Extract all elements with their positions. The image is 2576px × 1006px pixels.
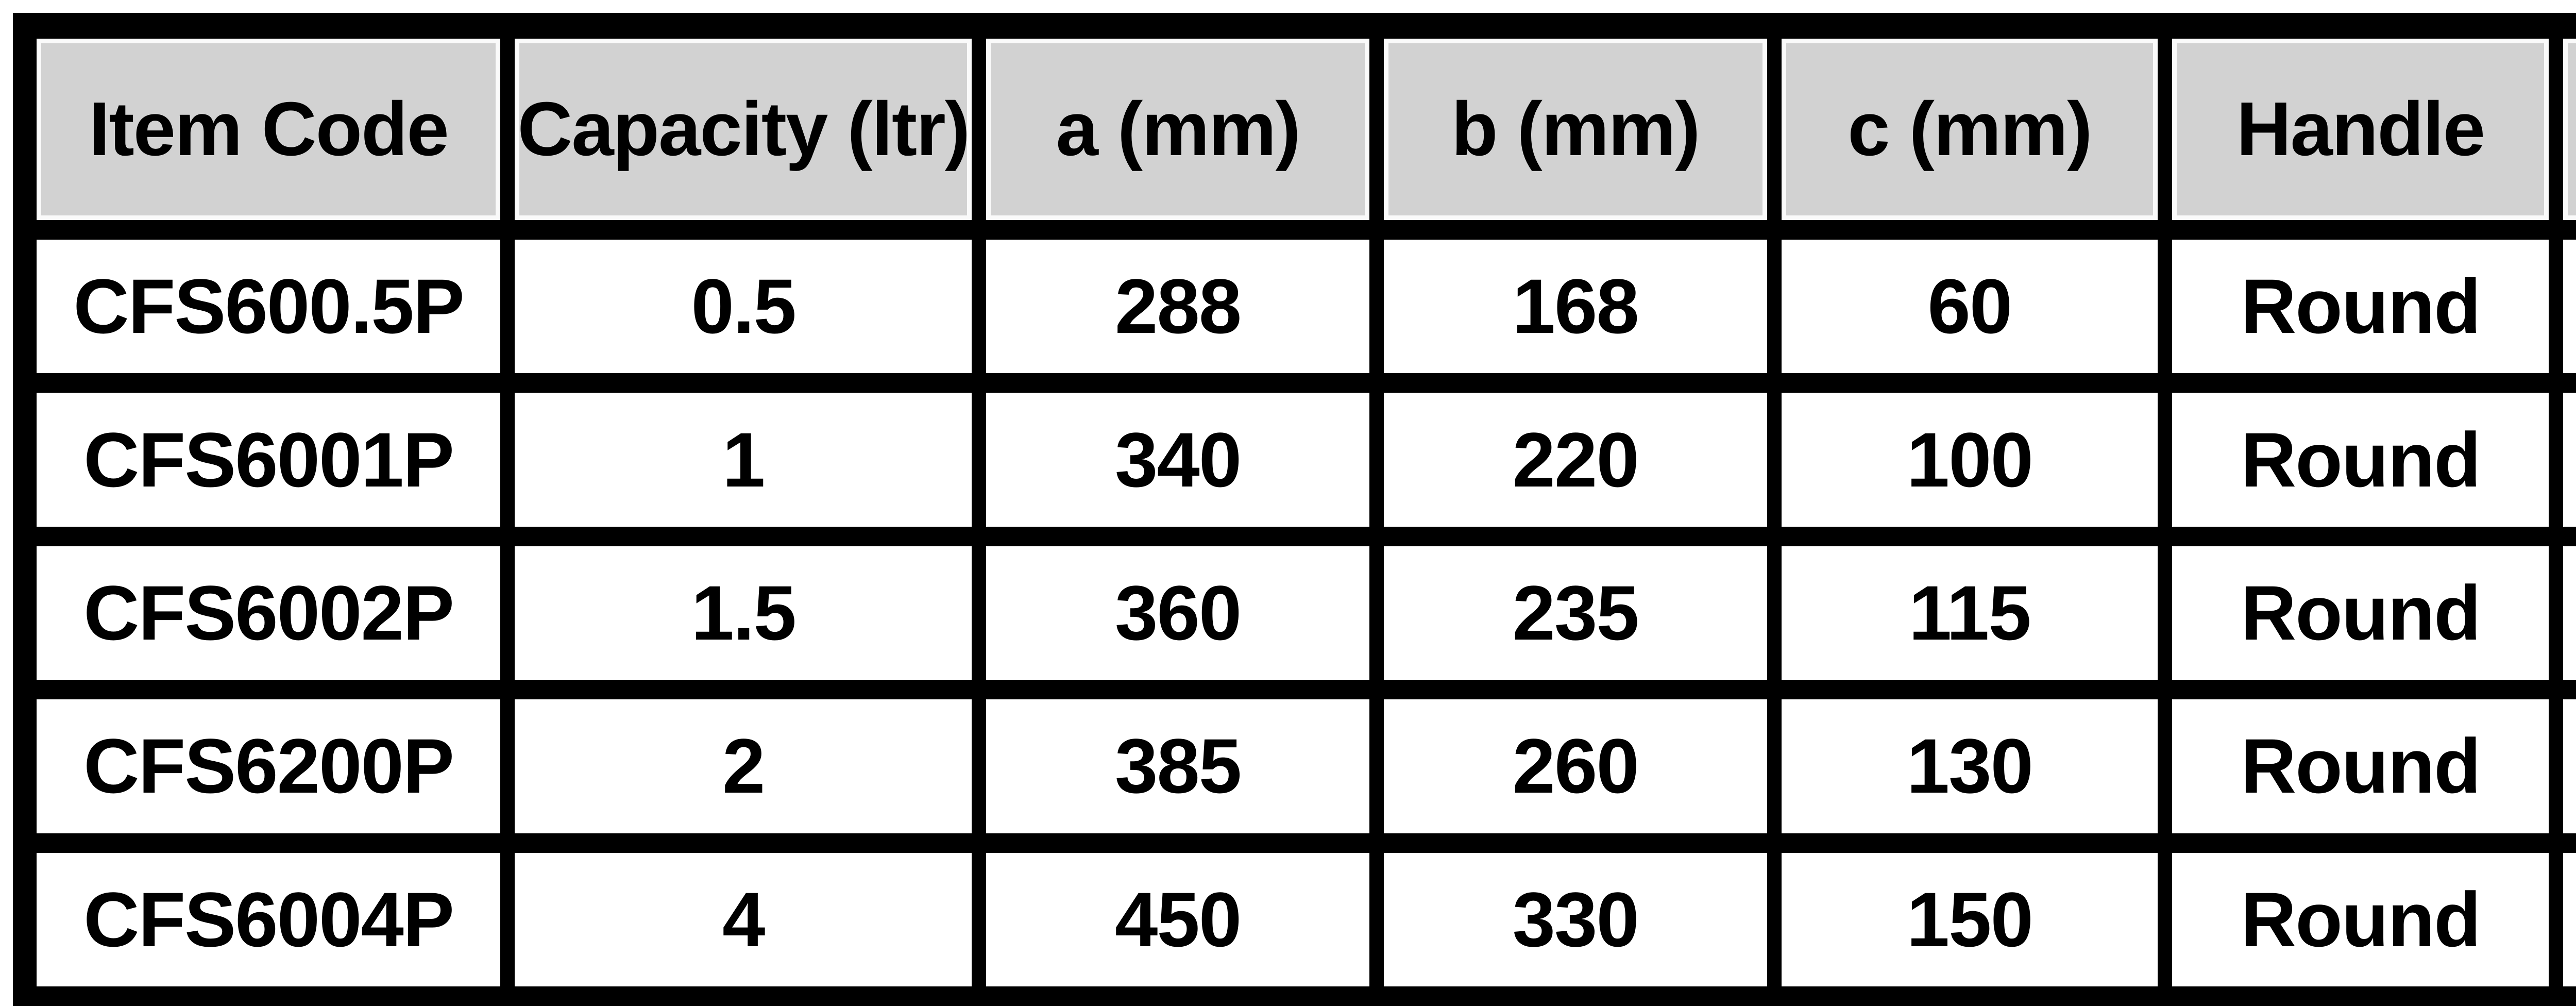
table-row: CFS6002P 1.5 360 235 115 Round 585 1 — [37, 546, 2576, 680]
cell-c-mm: 130 — [1781, 699, 2158, 833]
column-header-capacity: Capacity (ltr) — [515, 39, 972, 220]
column-header-a-mm: a (mm) — [986, 39, 1369, 220]
cell-item-code: CFS6004P — [37, 852, 501, 986]
cell-capacity: 4 — [515, 852, 972, 986]
cell-a-mm: 450 — [986, 852, 1369, 986]
cell-weight: 585 — [2563, 546, 2576, 680]
cell-handle: Round — [2172, 699, 2549, 833]
table-row: CFS600.5P 0.5 288 168 60 Round 290 0.8 — [37, 240, 2576, 374]
cell-item-code: CFS6001P — [37, 393, 501, 527]
cell-capacity: 1.5 — [515, 546, 972, 680]
column-header-c-mm: c (mm) — [1781, 39, 2158, 220]
cell-item-code: CFS6002P — [37, 546, 501, 680]
cell-b-mm: 220 — [1383, 393, 1767, 527]
table-row: CFS6001P 1 340 220 100 Round 465 1 — [37, 393, 2576, 527]
cell-handle: Round — [2172, 852, 2549, 986]
cell-a-mm: 385 — [986, 699, 1369, 833]
cell-item-code: CFS6200P — [37, 699, 501, 833]
column-header-b-mm: b (mm) — [1383, 39, 1767, 220]
cell-a-mm: 340 — [986, 393, 1369, 527]
cell-weight: 465 — [2563, 393, 2576, 527]
spec-table-frame: Item Code Capacity (ltr) a (mm) b (mm) c… — [13, 13, 2576, 1006]
column-header-weight: Weight (gms) — [2563, 39, 2576, 220]
cell-weight: 1300 — [2563, 852, 2576, 986]
cell-a-mm: 360 — [986, 546, 1369, 680]
header-row: Item Code Capacity (ltr) a (mm) b (mm) c… — [37, 39, 2576, 220]
cell-a-mm: 288 — [986, 240, 1369, 374]
cell-b-mm: 235 — [1383, 546, 1767, 680]
cell-weight: 290 — [2563, 240, 2576, 374]
cell-item-code: CFS600.5P — [37, 240, 501, 374]
table-row: CFS6200P 2 385 260 130 Round 785 1 — [37, 699, 2576, 833]
cell-c-mm: 100 — [1781, 393, 2158, 527]
cell-handle: Round — [2172, 546, 2549, 680]
cell-c-mm: 115 — [1781, 546, 2158, 680]
cell-handle: Round — [2172, 240, 2549, 374]
cell-weight: 785 — [2563, 699, 2576, 833]
cell-c-mm: 150 — [1781, 852, 2158, 986]
product-spec-table: Item Code Capacity (ltr) a (mm) b (mm) c… — [22, 19, 2576, 1006]
cell-capacity: 1 — [515, 393, 972, 527]
cell-handle: Round — [2172, 393, 2549, 527]
column-header-handle: Handle — [2172, 39, 2549, 220]
cell-capacity: 0.5 — [515, 240, 972, 374]
cell-b-mm: 330 — [1383, 852, 1767, 986]
table-row: CFS6004P 4 450 330 150 Round 1300 1 — [37, 852, 2576, 986]
cell-capacity: 2 — [515, 699, 972, 833]
cell-b-mm: 260 — [1383, 699, 1767, 833]
cell-b-mm: 168 — [1383, 240, 1767, 374]
column-header-item-code: Item Code — [37, 39, 501, 220]
cell-c-mm: 60 — [1781, 240, 2158, 374]
